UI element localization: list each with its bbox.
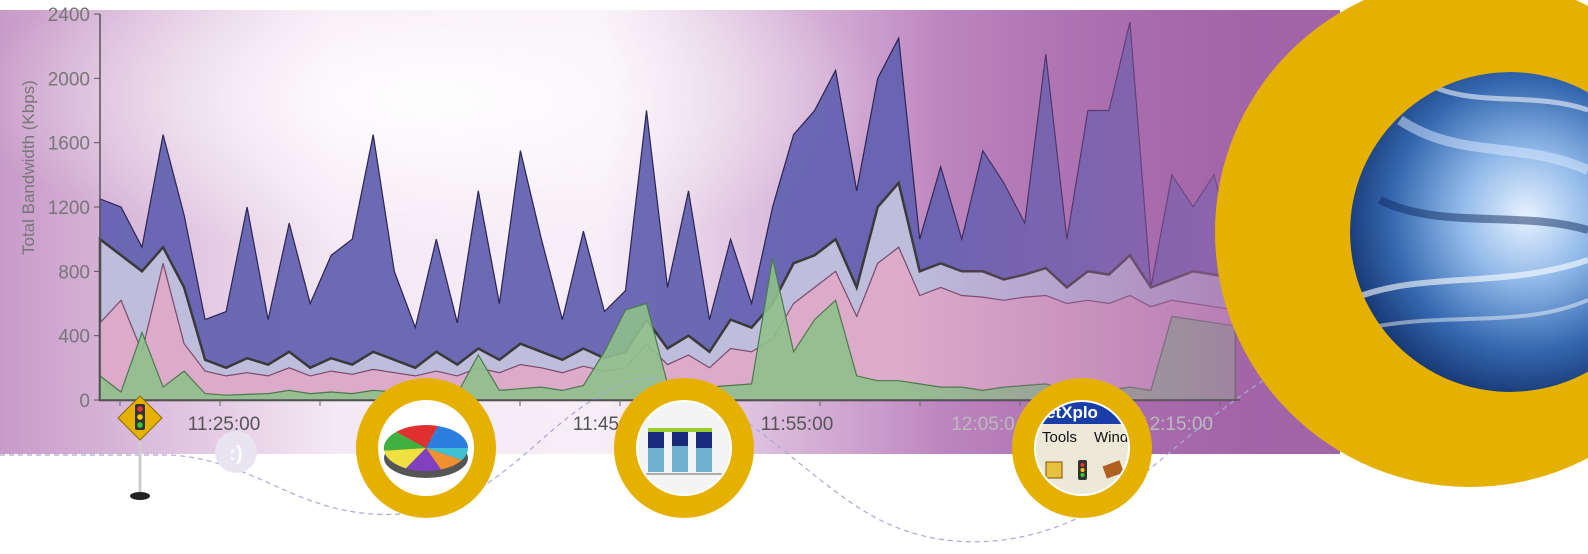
x-tick-label: 11:45: [573, 414, 619, 435]
y-tick-label: 400: [58, 327, 90, 348]
x-tick-label: 12:05:0: [951, 414, 1014, 435]
bar-chart-thumbnail: [638, 402, 730, 494]
menu-item-tools[interactable]: Tools: [1042, 429, 1077, 446]
x-ticks: 11:25:00 11:45 11:55:00 12:05:0 12:15:00: [119, 400, 1221, 435]
y-tick-label: 2400: [48, 5, 90, 26]
x-tick-label: 11:55:00: [761, 414, 834, 435]
y-tick-label: 800: [58, 262, 90, 283]
traffic-light-sign-icon: [117, 395, 163, 500]
y-tick-label: 2000: [48, 69, 90, 90]
y-tick-label: 1200: [48, 198, 90, 219]
toolbar-star-icon[interactable]: [1045, 461, 1063, 479]
toolbar-book-icon[interactable]: [1102, 460, 1124, 479]
pie-chart-thumbnail: [380, 402, 472, 494]
y-tick-label: 0: [79, 391, 90, 412]
svg-text::): :): [229, 443, 242, 465]
y-tick-label: 1600: [48, 134, 90, 155]
smiley-icon: :): [215, 431, 257, 473]
menu-item-window[interactable]: Wind: [1094, 429, 1128, 446]
x-tick-label: 12:15:00: [1139, 414, 1213, 435]
x-tick-label: 11:25:00: [188, 414, 261, 435]
y-axis-label: Total Bandwidth (Kbps): [19, 80, 38, 255]
y-ticks: 0 400 800 1200 1600 2000 2400: [48, 5, 100, 412]
